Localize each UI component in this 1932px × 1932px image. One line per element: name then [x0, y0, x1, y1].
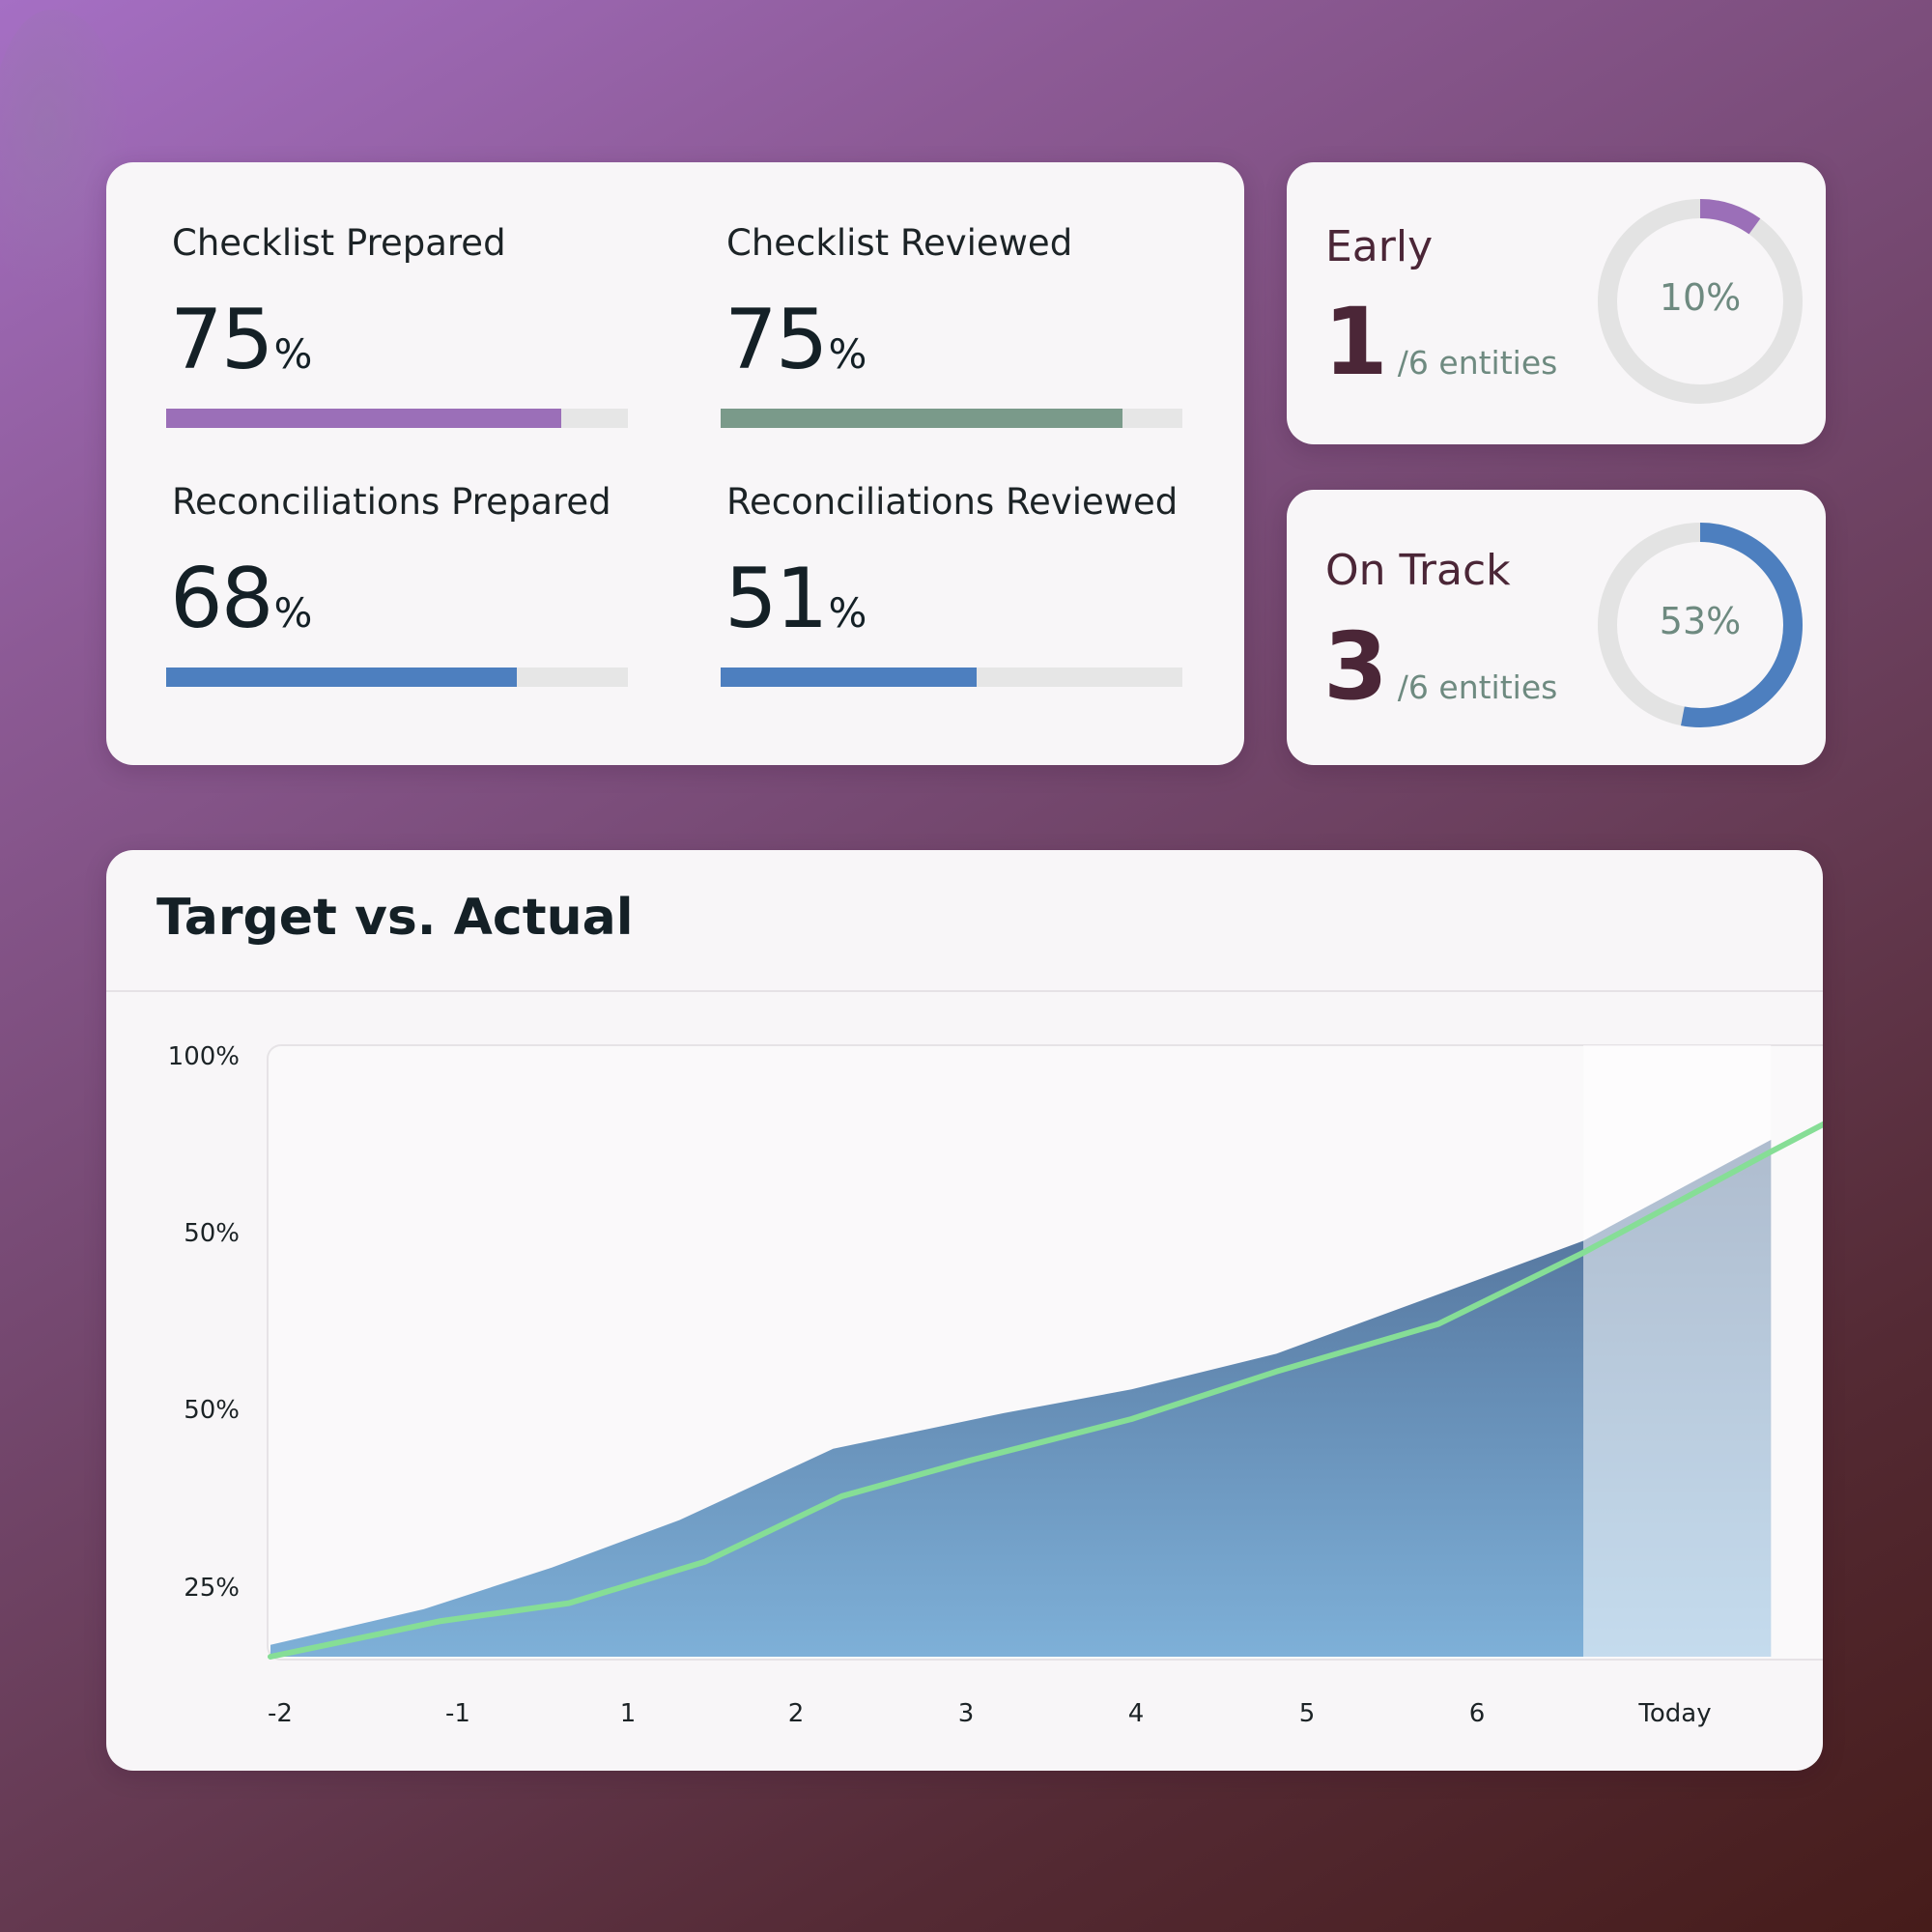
y-tick-label: 50%: [184, 1396, 240, 1425]
progress-bar-fill: [721, 668, 978, 687]
x-tick-label: -2: [268, 1699, 293, 1728]
donut-arc: [1598, 523, 1803, 727]
progress-bar: [721, 668, 1182, 687]
y-tick-label: 100%: [168, 1042, 240, 1071]
donut-chart-early: 10%: [1594, 195, 1806, 408]
x-tick-label: 5: [1299, 1699, 1316, 1728]
y-tick-label: 50%: [184, 1219, 240, 1248]
x-tick-label: -1: [445, 1699, 470, 1728]
status-title: On Track: [1325, 546, 1511, 595]
x-tick-label: 1: [620, 1699, 637, 1728]
x-tick-label: 2: [788, 1699, 805, 1728]
metric-value: 51%: [724, 551, 867, 647]
status-count: 1/6 entities: [1323, 288, 1558, 396]
donut-arc: [1598, 199, 1803, 404]
chart-divider: [106, 990, 1823, 992]
progress-bar-fill: [721, 409, 1122, 428]
progress-bar-fill: [166, 668, 518, 687]
donut-chart-on-track: 53%: [1594, 519, 1806, 731]
status-card-early: Early 1/6 entities 10%: [1287, 162, 1826, 444]
projection-band: [1583, 1045, 1772, 1657]
progress-bar-fill: [166, 409, 561, 428]
y-tick-label: 25%: [184, 1574, 240, 1603]
target-vs-actual-card: Target vs. Actual 100% 50% 50% 25% -2 -1 1 2 3 4 5…: [106, 850, 1823, 1771]
status-title: Early: [1325, 222, 1434, 271]
target-line: [268, 1121, 1823, 1660]
metric-label: Checklist Prepared: [172, 222, 506, 264]
status-card-on-track: On Track 3/6 entities 53%: [1287, 490, 1826, 765]
progress-metrics-card: Checklist Prepared 75% Checklist Reviewe…: [106, 162, 1244, 765]
donut-percent-label: 10%: [1659, 276, 1742, 319]
metric-value: 75%: [724, 292, 867, 388]
x-tick-label: 4: [1128, 1699, 1145, 1728]
metric-label: Reconciliations Reviewed: [726, 481, 1179, 523]
chart-title: Target vs. Actual: [156, 889, 634, 947]
x-tick-label: Today: [1637, 1699, 1711, 1728]
donut-percent-label: 53%: [1659, 600, 1742, 642]
x-tick-label: 6: [1469, 1699, 1486, 1728]
progress-bar: [721, 409, 1182, 428]
x-tick-label: 3: [958, 1699, 975, 1728]
progress-bar: [166, 668, 628, 687]
metric-value: 75%: [170, 292, 313, 388]
metric-label: Checklist Reviewed: [726, 222, 1073, 264]
status-count: 3/6 entities: [1323, 612, 1558, 721]
progress-bar: [166, 409, 628, 428]
target-vs-actual-chart: 100% 50% 50% 25% -2 -1 1 2 3 4 5 6 Today: [168, 1042, 1823, 1728]
metric-label: Reconciliations Prepared: [172, 481, 611, 523]
actual-area: [270, 1139, 1772, 1657]
metric-value: 68%: [170, 551, 313, 647]
